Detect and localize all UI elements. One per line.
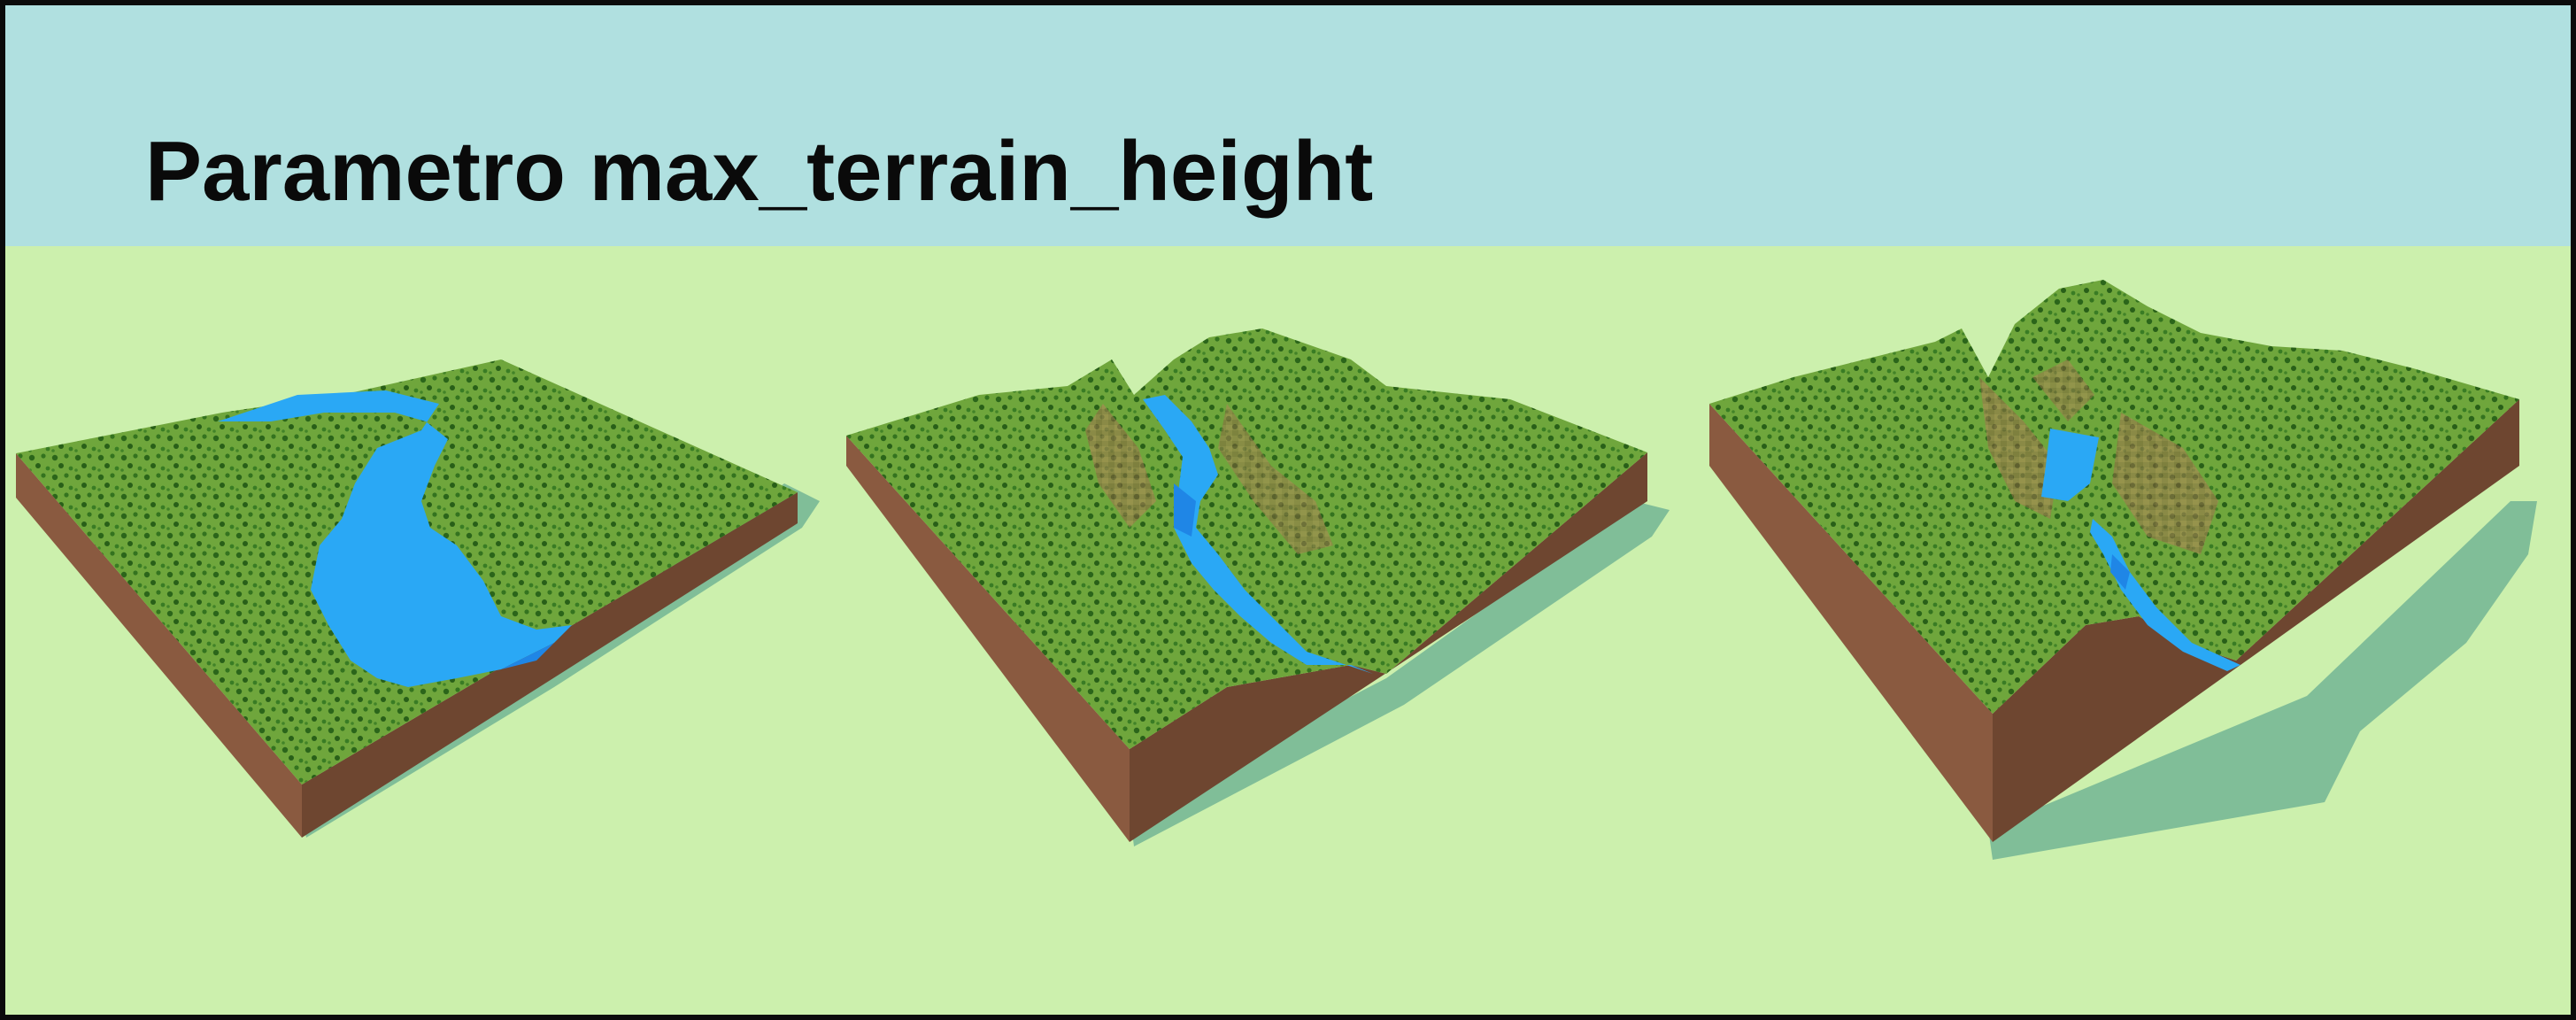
terrain-side-face — [1993, 399, 2519, 842]
terrain-shadow — [1130, 501, 1670, 846]
title-banner — [5, 5, 2571, 246]
terrain-panel-medium — [846, 328, 1670, 846]
river — [1143, 395, 1373, 674]
terrain-scene — [16, 280, 2537, 860]
terrain-shadow — [1988, 501, 2537, 860]
terrain-side-face — [1130, 452, 1647, 842]
river — [2090, 519, 2241, 671]
terrain-front-face — [846, 436, 1130, 842]
terrain-panel-high — [1709, 280, 2537, 860]
river — [218, 390, 572, 687]
terrain-front-face — [1709, 404, 1993, 842]
terrain-side-face — [302, 492, 798, 838]
terrain-front-face — [16, 453, 302, 838]
lake — [2041, 429, 2099, 501]
figure-title: Parametro max_terrain_height — [145, 124, 1374, 219]
terrain-panel-low — [16, 359, 820, 838]
